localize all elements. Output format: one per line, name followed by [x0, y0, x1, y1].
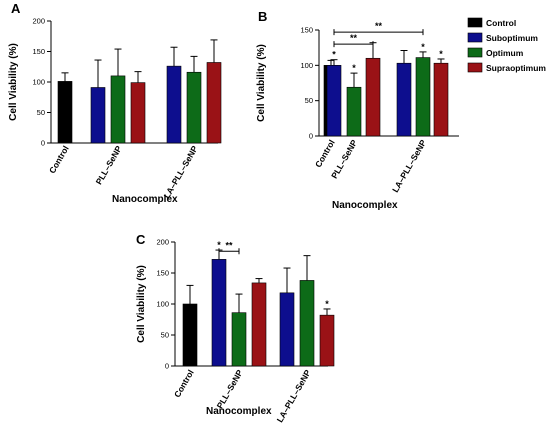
bar: [130, 82, 146, 144]
bar: [319, 314, 335, 367]
bar: [299, 280, 315, 367]
legend-label: Control: [486, 18, 516, 28]
category-label: LA–PLL–SeNP: [390, 138, 428, 194]
significance-star: *: [421, 42, 425, 52]
bracket-label: **: [350, 33, 358, 43]
y-tick-label: 50: [37, 108, 45, 117]
y-tick-label: 50: [161, 331, 169, 340]
significance-star: *: [352, 63, 356, 73]
significance-star: *: [332, 50, 336, 60]
bar: [166, 65, 182, 144]
legend-swatch: [467, 47, 483, 58]
y-tick-label: 150: [156, 269, 169, 278]
y-tick-label: 0: [165, 362, 169, 371]
bar: [90, 87, 106, 144]
y-tick-label: 200: [32, 17, 45, 26]
bracket-label: **: [225, 240, 233, 250]
bar: [433, 62, 449, 137]
category-label: Control: [172, 368, 196, 399]
y-axis-label: Cell Viability (%): [136, 265, 147, 343]
bar: [211, 259, 227, 367]
x-axis-label: Nanocomplex: [206, 406, 272, 417]
y-tick-label: 150: [32, 47, 45, 56]
y-tick-label: 150: [300, 26, 313, 35]
bar: [279, 292, 295, 367]
legend-swatch: [467, 62, 483, 73]
bar: [231, 312, 247, 367]
bar: [182, 303, 198, 367]
panel-a: A 0 50 100 150 200 Cell Viability (%) Control PL…: [8, 1, 222, 205]
y-tick-label: 50: [305, 96, 313, 105]
category-label: LA–PLL–SeNP: [162, 144, 200, 200]
legend-label: Supraoptimum: [486, 63, 546, 73]
significance-star: *: [439, 49, 443, 59]
significance-star: *: [325, 299, 329, 309]
bar: [346, 86, 362, 137]
legend-swatch: [467, 32, 483, 43]
x-axis-label: Nanocomplex: [112, 194, 178, 205]
y-tick-label: 0: [41, 139, 45, 148]
y-tick-label: 200: [156, 238, 169, 247]
legend-swatch: [467, 17, 483, 28]
bar: [365, 57, 381, 137]
bar: [206, 62, 222, 144]
significance-star: *: [217, 240, 221, 250]
category-label: LA–PLL–SeNP: [275, 368, 313, 424]
category-label: Control: [313, 138, 337, 169]
legend-label: Optimum: [486, 48, 524, 58]
category-label: PLL–SeNP: [215, 368, 245, 411]
y-axis-label: Cell Viability (%): [8, 43, 19, 121]
y-tick-label: 100: [300, 61, 313, 70]
legend-label: Suboptimum: [486, 33, 538, 43]
bar: [415, 57, 431, 137]
category-label: Control: [47, 144, 71, 175]
panel-letter: A: [11, 1, 21, 16]
bar: [251, 282, 267, 367]
bar: [186, 71, 202, 144]
panel-letter: B: [258, 9, 267, 24]
panel-letter: C: [136, 232, 146, 247]
y-tick-label: 100: [156, 300, 169, 309]
y-tick-label: 0: [309, 132, 313, 141]
category-label: PLL–SeNP: [94, 144, 124, 187]
legend: Control Suboptimum Optimum Supraoptimum: [467, 17, 546, 73]
bar: [57, 81, 73, 144]
bar: [110, 75, 126, 144]
bracket-label: **: [375, 21, 383, 31]
x-axis-label: Nanocomplex: [332, 200, 398, 211]
bar: [396, 62, 412, 137]
y-axis-label: Cell Viability (%): [256, 44, 267, 122]
bar: [326, 65, 342, 137]
y-tick-label: 100: [32, 78, 45, 87]
